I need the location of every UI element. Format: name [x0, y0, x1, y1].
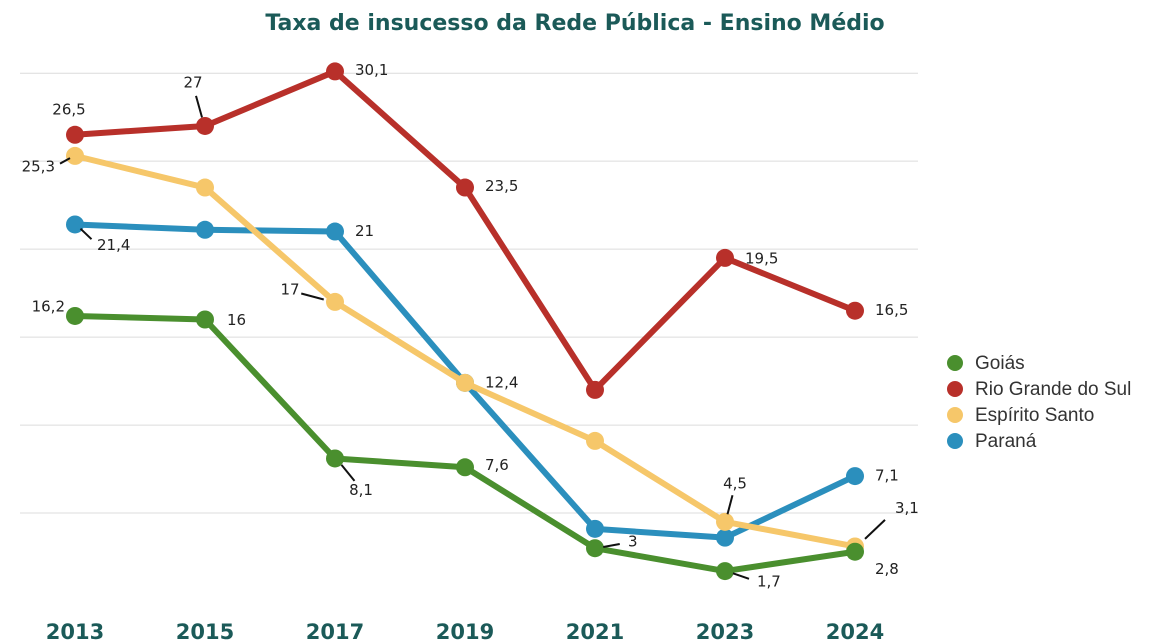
value-label: 7,6: [485, 456, 509, 474]
value-label: 2,8: [875, 560, 899, 578]
value-label: 21: [355, 222, 374, 240]
value-label: 3,1: [895, 499, 919, 517]
x-tick-label: 2023: [696, 620, 754, 644]
leader-line: [864, 519, 886, 540]
leader-line: [195, 95, 203, 118]
data-point: [716, 562, 734, 581]
legend-swatch: [947, 433, 963, 449]
value-label: 7,1: [875, 467, 899, 485]
value-label: 8,1: [349, 481, 373, 499]
value-label: 19,5: [745, 249, 778, 267]
legend-swatch: [947, 355, 963, 371]
data-point: [66, 146, 84, 165]
leader-line: [726, 494, 734, 515]
value-label: 17: [280, 280, 299, 298]
legend-label: Rio Grande do Sul: [975, 379, 1131, 400]
leader-line: [59, 157, 71, 165]
legend-swatch: [947, 381, 963, 397]
data-point: [66, 125, 84, 144]
value-label: 26,5: [52, 100, 85, 118]
x-tick-label: 2013: [46, 620, 104, 644]
data-point: [586, 380, 604, 399]
data-point: [846, 542, 864, 561]
leader-line: [732, 572, 750, 580]
value-label: 12,4: [485, 373, 518, 391]
data-point: [326, 449, 344, 468]
data-point: [716, 512, 734, 531]
value-label: 21,4: [97, 236, 130, 254]
data-point: [66, 306, 84, 325]
data-point: [196, 116, 214, 135]
value-label: 4,5: [723, 474, 747, 492]
data-point: [846, 467, 864, 486]
leader-line: [340, 464, 356, 482]
legend-label: Espírito Santo: [975, 405, 1094, 426]
data-point: [196, 178, 214, 197]
data-point: [456, 373, 474, 392]
value-label: 16,5: [875, 301, 908, 319]
x-tick-label: 2021: [566, 620, 624, 644]
data-point: [716, 528, 734, 547]
legend-label: Goiás: [975, 353, 1025, 374]
x-tick-label: 2015: [176, 620, 234, 644]
value-label: 23,5: [485, 177, 518, 195]
value-label: 16: [227, 311, 246, 329]
data-point: [196, 220, 214, 239]
value-label: 1,7: [757, 573, 781, 591]
value-label: 25,3: [22, 157, 55, 175]
value-label: 30,1: [355, 61, 388, 79]
data-point: [196, 310, 214, 329]
data-point: [66, 215, 84, 234]
x-tick-label: 2019: [436, 620, 494, 644]
data-point: [586, 519, 604, 538]
data-point: [456, 178, 474, 197]
chart-title: Taxa de insucesso da Rede Pública - Ensi…: [265, 11, 884, 36]
leader-line: [603, 543, 620, 549]
value-label: 16,2: [32, 297, 65, 315]
data-point: [716, 248, 734, 267]
data-point: [456, 458, 474, 477]
data-point: [326, 62, 344, 81]
value-label: 3: [628, 533, 638, 551]
leader-line: [300, 292, 325, 301]
x-tick-label: 2017: [306, 620, 364, 644]
legend-swatch: [947, 407, 963, 423]
data-point: [326, 292, 344, 311]
data-point: [846, 301, 864, 320]
x-tick-label: 2024: [826, 620, 884, 644]
legend-label: Paraná: [975, 431, 1037, 452]
data-point: [326, 222, 344, 241]
leader-line: [79, 227, 93, 240]
data-point: [586, 539, 604, 558]
value-label: 27: [183, 73, 202, 91]
data-point: [586, 431, 604, 450]
